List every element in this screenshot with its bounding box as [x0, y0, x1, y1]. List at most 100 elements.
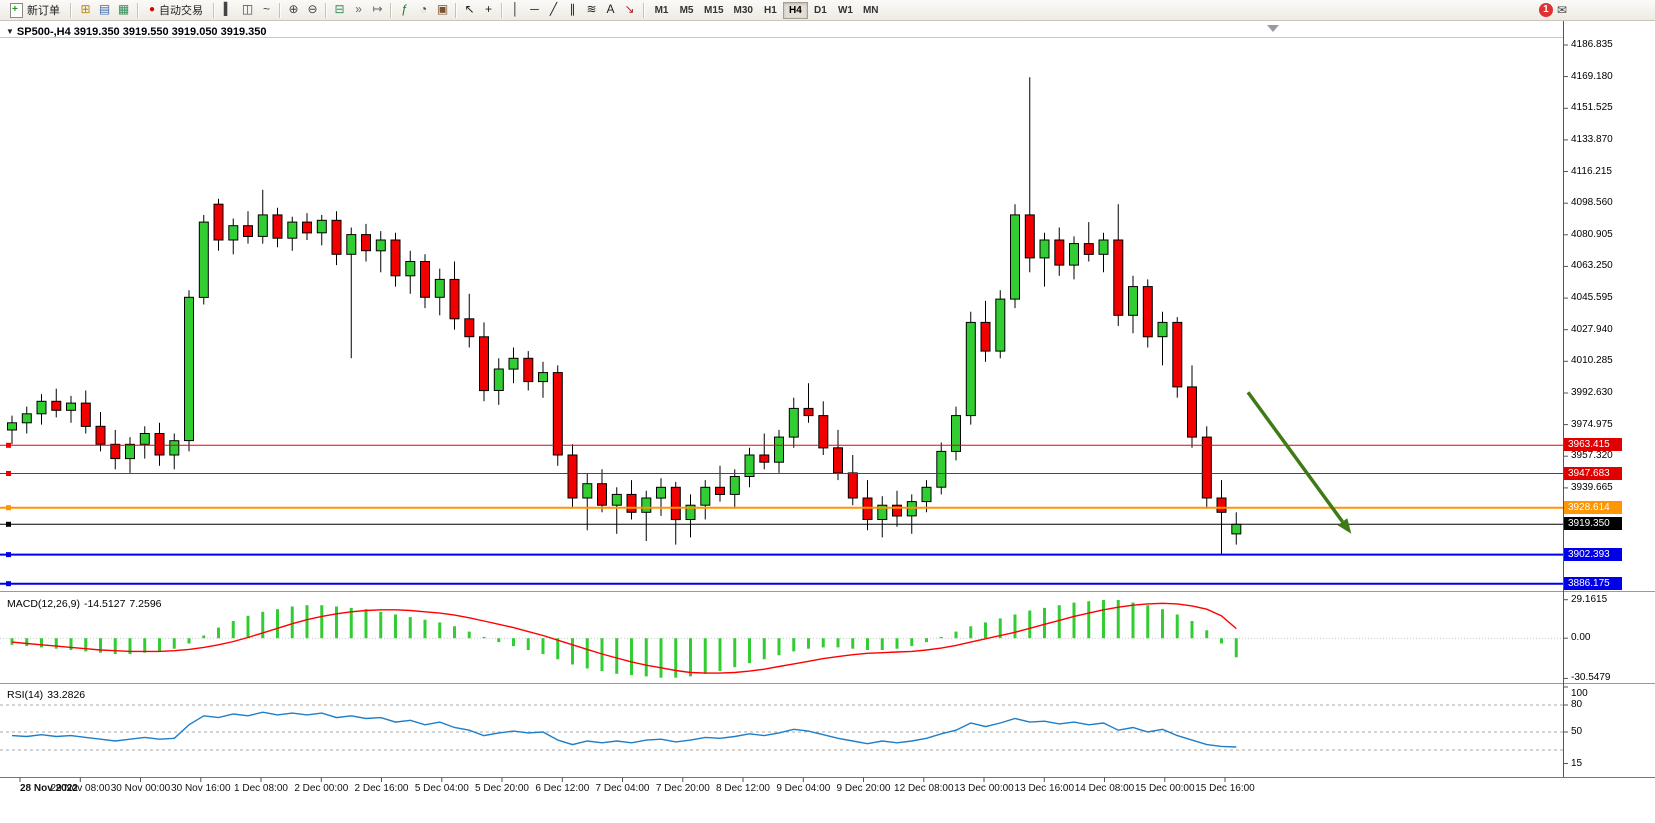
zoom-in-icon[interactable]: ⊕ — [288, 2, 299, 16]
timeframe-m1-button[interactable]: M1 — [649, 2, 674, 19]
periods-icon[interactable]: ◔ — [419, 2, 428, 16]
chart-shift-icon[interactable]: ↦ — [372, 2, 383, 16]
symbol-ohlc-label: ▼ SP500-,H4 3919.350 3919.550 3919.050 39… — [6, 26, 267, 38]
hline-price-tag[interactable]: 3886.175 — [1564, 576, 1622, 590]
macd-axis-label: 29.1615 — [1571, 593, 1608, 605]
price-axis-label: 4169.180 — [1571, 70, 1613, 82]
macd-axis-label: 0.00 — [1571, 632, 1591, 644]
timeframe-mn-button[interactable]: MN — [858, 2, 884, 19]
hline-price-tag[interactable]: 3902.393 — [1564, 547, 1622, 561]
time-axis-label: 9 Dec 04:00 — [776, 783, 831, 794]
hline-handle — [6, 521, 11, 527]
horizontal-line-icon[interactable]: ─ — [530, 2, 539, 16]
autotrading-label: 自动交易 — [159, 5, 204, 17]
text-icon[interactable]: A — [606, 2, 615, 16]
autotrading-button[interactable]: ● 自动交易 — [143, 1, 209, 19]
chart-tools-group: ▍ ◫ ~ ⊕ ⊖ ⊟ » ↦ ƒ ◔ ▣ ↖ + │ ─ ╱ ∥ ≋ A ↘ — [219, 1, 639, 19]
hline-price-tag[interactable]: 3919.350 — [1564, 517, 1622, 531]
zoom-out-icon[interactable]: ⊖ — [307, 2, 318, 16]
new-order-button[interactable]: + 新订单 — [4, 1, 66, 19]
channel-icon[interactable]: ∥ — [569, 2, 576, 16]
price-axis-label: 4186.835 — [1571, 39, 1613, 50]
indicators-icon[interactable]: ƒ — [401, 2, 408, 16]
price-axis-label: 4010.285 — [1571, 355, 1613, 367]
window-icons-group: ⊞ ▤ ▦ — [76, 1, 133, 19]
profiles-icon[interactable]: ▤ — [98, 2, 111, 16]
time-axis-label: 30 Nov 16:00 — [171, 783, 231, 794]
price-axis-label: 3957.320 — [1571, 450, 1613, 462]
chart-canvas[interactable] — [0, 21, 1655, 823]
hline-handle — [6, 581, 11, 587]
timeframe-m15-button[interactable]: M15 — [699, 2, 728, 19]
ohlc-values: 3919.350 3919.550 3919.050 3919.350 — [73, 26, 267, 38]
market-watch-icon[interactable]: ▦ — [117, 2, 130, 16]
timeframe-m5-button[interactable]: M5 — [674, 2, 699, 19]
macd-signal-line — [11, 602, 1237, 674]
toolbar-separator — [325, 2, 328, 18]
rsi-indicator-label: RSI(14) 33.2826 — [7, 689, 89, 701]
toolbar-separator — [455, 2, 458, 18]
rsi-axis-label: 50 — [1571, 726, 1583, 737]
price-axis-label: 4045.595 — [1571, 292, 1613, 304]
toolbar-separator — [643, 2, 646, 18]
rsi-value: 33.2826 — [47, 689, 86, 701]
hline-handle — [6, 471, 11, 476]
trend-arrow[interactable] — [1246, 391, 1352, 534]
candle-chart-icon[interactable]: ◫ — [241, 2, 254, 16]
time-axis-label: 15 Dec 16:00 — [1195, 783, 1255, 794]
macd-name: MACD(12,26,9) — [7, 598, 80, 610]
vertical-line-icon[interactable]: │ — [511, 2, 520, 16]
time-axis-label: 7 Dec 20:00 — [655, 783, 710, 794]
time-axis-label: 13 Dec 16:00 — [1014, 783, 1075, 794]
new-chart-icon[interactable]: ⊞ — [80, 2, 91, 16]
toolbar-separator — [501, 2, 504, 18]
tile-windows-icon[interactable]: ⊟ — [334, 2, 345, 16]
autotrading-icon: ● — [149, 4, 156, 15]
rsi-line — [11, 711, 1237, 748]
macd-signal-value: 7.2596 — [129, 598, 162, 610]
price-axis-label: 4080.905 — [1571, 228, 1613, 240]
hline-price-tag[interactable]: 3947.683 — [1564, 466, 1622, 480]
price-axis-label: 3974.975 — [1571, 418, 1613, 430]
toolbar-separator — [279, 2, 282, 18]
time-axis-label: 12 Dec 08:00 — [894, 783, 954, 794]
arrows-icon[interactable]: ↘ — [624, 2, 635, 16]
time-axis-label: 15 Dec 00:00 — [1135, 783, 1195, 794]
time-axis-label: 2 Dec 16:00 — [354, 783, 409, 794]
trendline-icon[interactable]: ╱ — [549, 2, 558, 16]
new-order-icon: + — [10, 2, 23, 18]
price-axis-label: 3992.630 — [1571, 387, 1613, 398]
symbol-dropdown-icon[interactable]: ▼ — [6, 27, 14, 36]
price-axis-label: 4116.215 — [1571, 165, 1612, 177]
fibonacci-icon[interactable]: ≋ — [586, 2, 597, 16]
timeframe-w1-button[interactable]: W1 — [833, 2, 858, 19]
time-axis-label: 1 Dec 08:00 — [234, 783, 288, 794]
rsi-axis-label: 15 — [1571, 757, 1583, 769]
symbol-name: SP500-,H4 — [16, 26, 71, 38]
hline-price-tag[interactable]: 3963.415 — [1564, 438, 1622, 452]
line-chart-icon[interactable]: ~ — [263, 2, 271, 16]
templates-icon[interactable]: ▣ — [436, 2, 449, 16]
horizontal-lines[interactable] — [0, 442, 1563, 587]
cursor-icon[interactable]: ↖ — [464, 2, 475, 16]
toolbar-separator — [213, 2, 216, 18]
hline-price-tag[interactable]: 3928.614 — [1564, 500, 1622, 514]
mail-icon[interactable]: ✉ — [1556, 3, 1567, 17]
timeframe-h1-button[interactable]: H1 — [758, 2, 783, 19]
auto-scroll-icon[interactable]: » — [355, 2, 362, 16]
rsi-name: RSI(14) — [7, 689, 44, 701]
notification-badge[interactable]: 1 — [1538, 3, 1553, 17]
price-axis-label: 4098.560 — [1571, 197, 1613, 209]
timeframe-toolbar: M1 M5 M15 M30 H1 H4 D1 W1 MN — [649, 1, 884, 19]
price-axis-label: 4133.870 — [1571, 133, 1613, 145]
macd-main-value: -14.5127 — [83, 598, 126, 610]
timeframe-h4-button[interactable]: H4 — [782, 1, 808, 19]
time-axis-label: 13 Dec 00:00 — [954, 783, 1014, 794]
bar-chart-icon[interactable]: ▍ — [223, 2, 234, 16]
chart-shift-marker[interactable] — [1267, 25, 1279, 32]
time-axis-label: 9 Dec 20:00 — [836, 783, 891, 794]
timeframe-d1-button[interactable]: D1 — [808, 2, 833, 19]
timeframe-m30-button[interactable]: M30 — [729, 2, 758, 19]
toolbar-separator — [137, 2, 139, 18]
crosshair-icon[interactable]: + — [485, 2, 493, 16]
